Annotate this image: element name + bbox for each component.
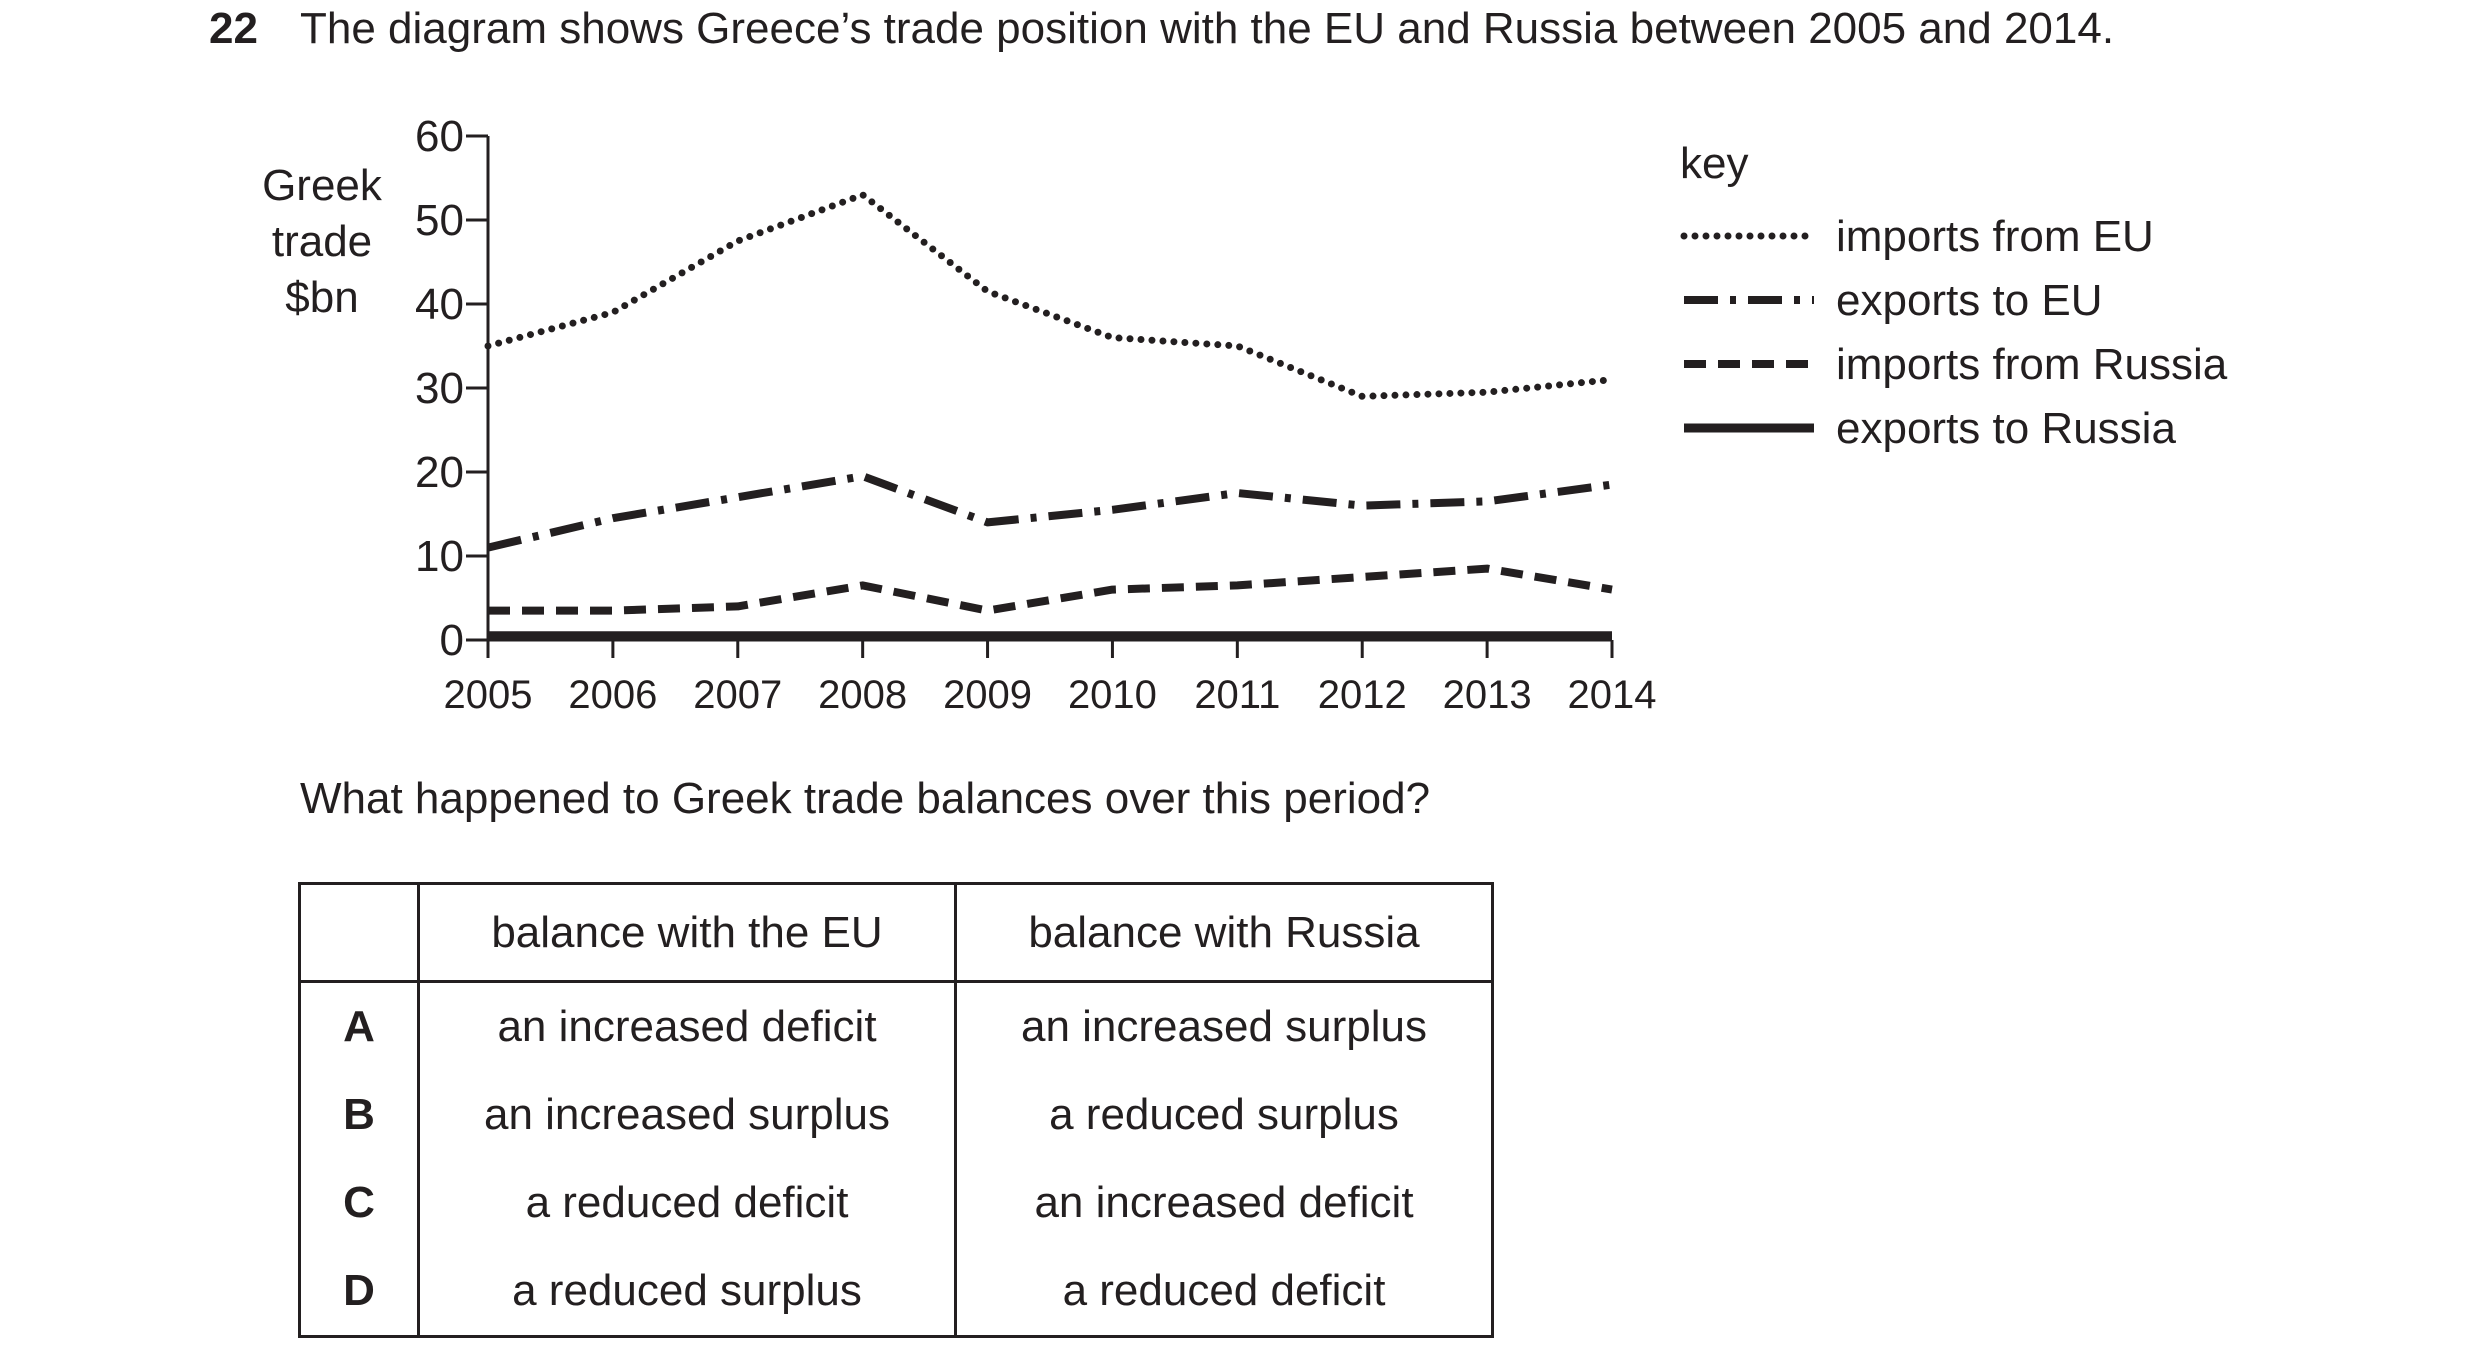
trade-line-chart: Greek trade $bn 0 10 20 30 40 50 60 2005 2006 2007…: [262, 112, 2228, 717]
option-eu-balance: a reduced surplus: [417, 1247, 957, 1338]
header-eu: balance with the EU: [417, 882, 957, 983]
y-axis-label-line: trade: [272, 217, 372, 266]
legend-title: key: [1680, 139, 1748, 188]
option-letter: A: [298, 981, 420, 1071]
y-ticks: 0 10 20 30 40 50 60: [415, 112, 488, 665]
question-number: 22: [209, 4, 258, 53]
y-tick-label: 30: [415, 364, 464, 413]
series-line-exports-to-eu: [487, 472, 1613, 552]
y-tick-label: 50: [415, 196, 464, 245]
option-row-a[interactable]: A an increased deficit an increased surp…: [298, 981, 1494, 1071]
option-russia-balance: an increased surplus: [954, 981, 1494, 1071]
y-tick-label: 10: [415, 532, 464, 581]
option-eu-balance: a reduced deficit: [417, 1159, 957, 1247]
x-tick-label: 2006: [568, 673, 657, 717]
header-russia: balance with Russia: [954, 882, 1494, 983]
y-axis-label-line: Greek: [262, 161, 383, 210]
x-tick-label: 2007: [693, 673, 782, 717]
chart-axes: [486, 136, 1612, 642]
y-axis-label: Greek trade $bn: [262, 161, 383, 322]
chart-legend: key imports from EU exports to EU imports f…: [1680, 139, 2228, 453]
legend-label-imports-from-eu: imports from EU: [1836, 212, 2154, 261]
y-axis-label-line: $bn: [285, 273, 358, 322]
question-text: The diagram shows Greece’s trade positio…: [300, 4, 2115, 53]
options-header-row: balance with the EU balance with Russia: [298, 882, 1494, 983]
option-eu-balance: an increased surplus: [417, 1071, 957, 1159]
option-row-c[interactable]: C a reduced deficit an increased deficit: [298, 1159, 1494, 1247]
y-tick-label: 40: [415, 280, 464, 329]
series-line-imports-from-eu: [484, 191, 1616, 400]
x-tick-label: 2005: [444, 673, 533, 717]
x-ticks: 2005 2006 2007 2008 2009 2010 2011 2012 2013 2014: [444, 640, 1657, 717]
option-russia-balance: a reduced surplus: [954, 1071, 1494, 1159]
header-letter: [298, 882, 420, 983]
x-tick-label: 2010: [1068, 673, 1157, 717]
y-tick-label: 20: [415, 448, 464, 497]
legend-label-exports-to-eu: exports to EU: [1836, 276, 2103, 325]
options-table: balance with the EU balance with Russia …: [298, 882, 1494, 1338]
question-prompt: What happened to Greek trade balances ov…: [300, 774, 1431, 823]
option-russia-balance: a reduced deficit: [954, 1247, 1494, 1338]
option-row-d[interactable]: D a reduced surplus a reduced deficit: [298, 1247, 1494, 1338]
series-line-imports-from-russia: [488, 564, 1613, 615]
option-row-b[interactable]: B an increased surplus a reduced surplus: [298, 1071, 1494, 1159]
x-tick-label: 2008: [818, 673, 907, 717]
option-russia-balance: an increased deficit: [954, 1159, 1494, 1247]
legend-label-exports-to-russia: exports to Russia: [1836, 404, 2176, 453]
y-tick-label: 60: [415, 112, 464, 161]
x-tick-label: 2012: [1318, 673, 1407, 717]
chart-series: [484, 191, 1616, 641]
x-tick-label: 2011: [1194, 673, 1280, 717]
x-tick-label: 2009: [943, 673, 1032, 717]
legend-label-imports-from-russia: imports from Russia: [1836, 340, 2228, 389]
y-tick-label: 0: [440, 616, 464, 665]
option-letter: D: [298, 1247, 420, 1338]
option-letter: C: [298, 1159, 420, 1247]
option-eu-balance: an increased deficit: [417, 981, 957, 1071]
x-tick-label: 2014: [1568, 673, 1657, 717]
option-letter: B: [298, 1071, 420, 1159]
x-tick-label: 2013: [1443, 673, 1532, 717]
